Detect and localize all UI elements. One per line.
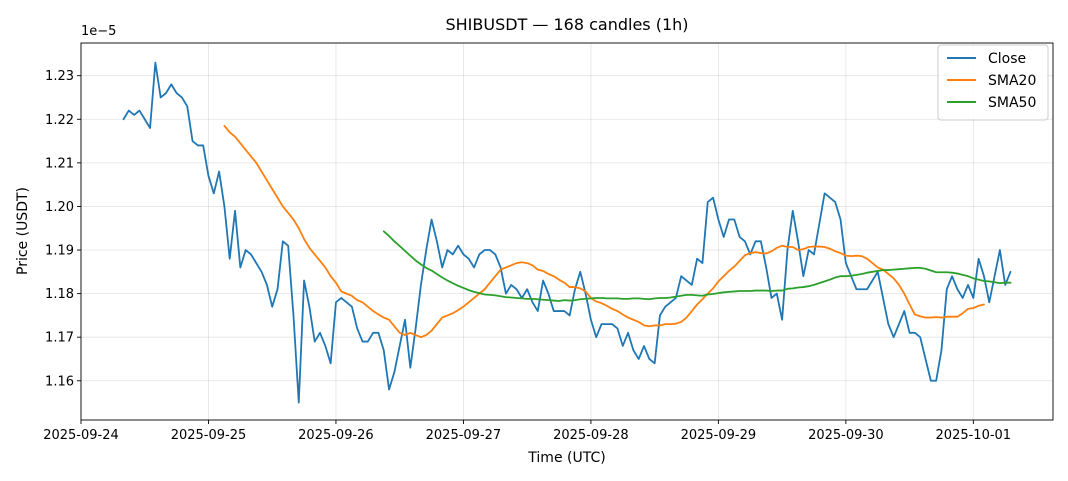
x-tick-label: 2025-10-01	[936, 428, 1012, 443]
grid	[80, 43, 1053, 420]
series-layer	[122, 61, 1012, 404]
chart-title: SHIBUSDT — 168 candles (1h)	[445, 15, 688, 34]
x-tick-label: 2025-09-26	[298, 428, 374, 443]
x-tick-label: 2025-09-24	[43, 428, 119, 443]
series-line-sma20	[223, 124, 985, 339]
legend-label-close: Close	[988, 51, 1026, 67]
y-tick-label: 1.17	[45, 331, 74, 346]
y-tick-label: 1.19	[45, 244, 74, 259]
legend-label-sma50: SMA50	[988, 95, 1036, 111]
y-tick-label: 1.20	[45, 200, 74, 215]
y-tick-label: 1.18	[45, 287, 74, 302]
y-tick-label: 1.23	[45, 69, 74, 84]
series-line-close	[122, 61, 1012, 404]
x-axis-label: Time (UTC)	[527, 450, 605, 466]
y-offset-text: 1e−5	[81, 24, 116, 39]
x-tick-label: 2025-09-28	[553, 428, 629, 443]
y-axis: 1.16 1.17 1.18 1.19 1.20 1.21 1.22 1.23	[45, 69, 81, 389]
x-tick-label: 2025-09-29	[681, 428, 757, 443]
x-tick-label: 2025-09-25	[171, 428, 247, 443]
legend: Close SMA20 SMA50	[937, 44, 1049, 121]
x-tick-label: 2025-09-27	[426, 428, 502, 443]
x-tick-label: 2025-09-30	[808, 428, 884, 443]
x-axis: 2025-09-24 2025-09-25 2025-09-26 2025-09-27…	[43, 420, 1011, 443]
plot-frame	[80, 42, 1054, 421]
y-axis-label: Price (USDT)	[15, 187, 31, 275]
series-line-sma50	[382, 230, 1012, 302]
y-tick-label: 1.21	[45, 156, 74, 171]
legend-label-sma20: SMA20	[988, 73, 1036, 89]
y-tick-label: 1.16	[45, 374, 74, 389]
y-tick-label: 1.22	[45, 113, 74, 128]
